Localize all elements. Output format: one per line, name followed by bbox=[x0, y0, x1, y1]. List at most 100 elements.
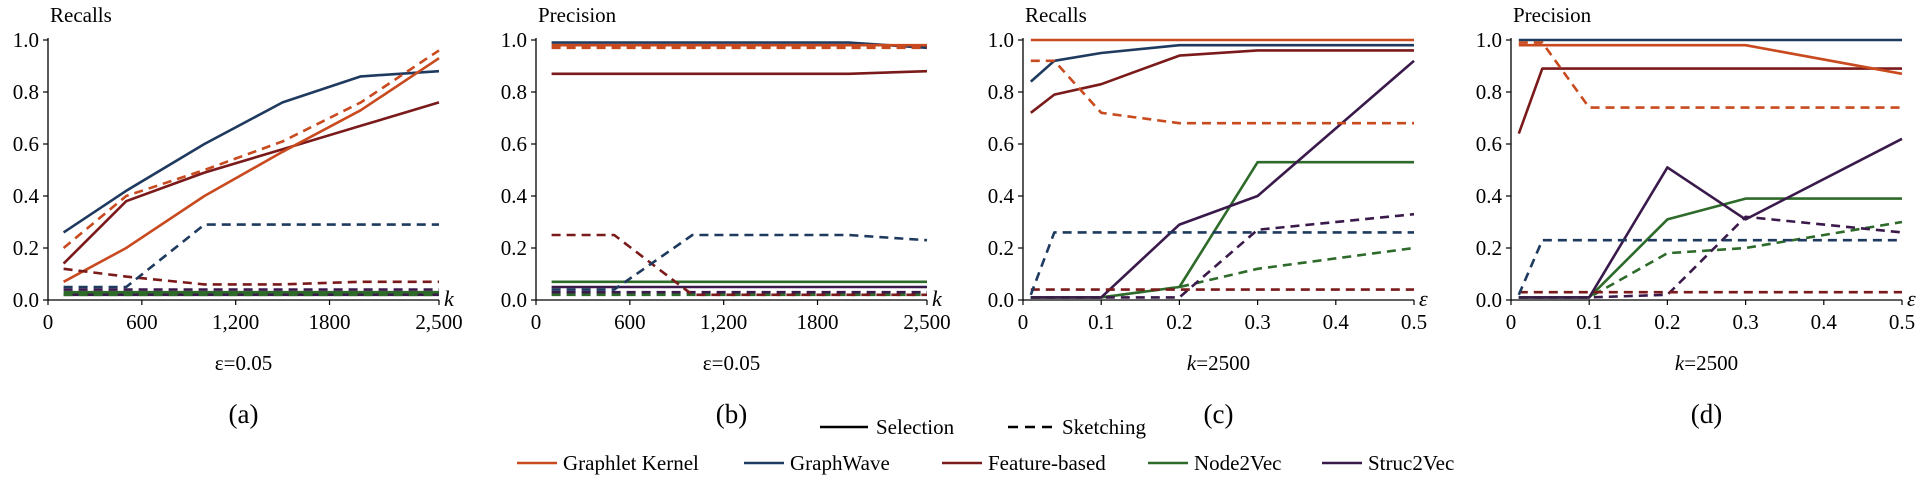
y-tick-label: 1.0 bbox=[501, 28, 527, 52]
x-axis-variable: ε bbox=[1907, 286, 1916, 311]
panel-letter: (a) bbox=[229, 399, 259, 429]
panel-title: Recalls bbox=[50, 3, 112, 27]
chart-panel-3: Precision 0.0 0.2 0.4 0.6 0.8 1.0 0 0.1 0.2 0.3 0.4… bbox=[1476, 3, 1916, 429]
chart-panels: Recalls 0.0 0.2 0.4 0.6 0.8 1.0 0 600 1,200 1800 2,… bbox=[13, 3, 1916, 429]
legend-method-selection: Selection bbox=[820, 415, 955, 439]
series-line-graphwave-selection bbox=[551, 41, 928, 50]
legend-item-feature-based: Feature-based bbox=[942, 451, 1106, 475]
y-tick-label: 0.4 bbox=[1476, 184, 1503, 208]
series-line-graphlet-kernel-selection bbox=[62, 57, 440, 283]
chart-panel-2: Recalls 0.0 0.2 0.4 0.6 0.8 1.0 0 0.1 0.2 0.3 0.4 0.… bbox=[988, 3, 1428, 429]
y-tick-label: 0.4 bbox=[988, 184, 1015, 208]
legend-sketching-label: Sketching bbox=[1062, 415, 1146, 439]
legend-label: Feature-based bbox=[988, 451, 1106, 475]
condition-label: k=2500 bbox=[1187, 351, 1250, 375]
series-line-graphlet-kernel-sketching bbox=[1518, 41, 1902, 109]
panel-title: Recalls bbox=[1025, 3, 1087, 27]
series-line-struc2vec-selection bbox=[1030, 59, 1415, 299]
series-line-struc2vec-sketching bbox=[1030, 212, 1415, 299]
series-line-graphwave-selection bbox=[62, 69, 440, 234]
legend-label: Node2Vec bbox=[1194, 451, 1281, 475]
x-tick-label: 0.1 bbox=[1088, 310, 1114, 334]
x-tick-label: 2,500 bbox=[903, 310, 950, 334]
y-tick-label: 0.8 bbox=[988, 80, 1014, 104]
x-tick-label: 600 bbox=[614, 310, 646, 334]
y-tick-label: 0.4 bbox=[13, 184, 40, 208]
series-line-struc2vec-sketching bbox=[1518, 215, 1903, 299]
y-tick-label: 0.2 bbox=[1476, 236, 1502, 260]
series-line-node2vec-selection bbox=[1518, 197, 1902, 299]
x-tick-label: 2,500 bbox=[415, 310, 462, 334]
series-line-feature-based-selection bbox=[551, 69, 928, 76]
legend-method-sketching: Sketching bbox=[1008, 415, 1146, 439]
series-line-node2vec-sketching bbox=[1030, 246, 1415, 299]
y-tick-label: 0.2 bbox=[13, 236, 39, 260]
panel-letter: (d) bbox=[1691, 399, 1722, 429]
y-tick-label: 0.8 bbox=[501, 80, 527, 104]
condition-label: ε=0.05 bbox=[215, 351, 272, 375]
y-tick-label: 1.0 bbox=[13, 28, 39, 52]
y-tick-label: 1.0 bbox=[988, 28, 1014, 52]
x-tick-label: 0.5 bbox=[1401, 310, 1427, 334]
series-line-graphwave-sketching bbox=[63, 223, 439, 289]
series-line-graphlet-kernel-sketching bbox=[1030, 59, 1414, 125]
legend-label: Graphlet Kernel bbox=[563, 451, 699, 475]
panel-letter: (b) bbox=[716, 399, 747, 429]
x-tick-label: 0.4 bbox=[1323, 310, 1350, 334]
x-tick-label: 0.3 bbox=[1732, 310, 1758, 334]
series-line-node2vec-selection bbox=[1030, 160, 1414, 299]
legend-item-graphlet-kernel: Graphlet Kernel bbox=[517, 451, 699, 475]
x-axis-variable: ε bbox=[1419, 286, 1428, 311]
x-tick-label: 0.1 bbox=[1576, 310, 1602, 334]
y-tick-label: 0.0 bbox=[501, 288, 527, 312]
series-line-feature-based-selection bbox=[62, 101, 440, 265]
x-tick-label: 0.3 bbox=[1244, 310, 1270, 334]
x-tick-label: 1,200 bbox=[700, 310, 747, 334]
legend-label: Struc2Vec bbox=[1368, 451, 1454, 475]
series-line-graphlet-kernel-sketching bbox=[62, 49, 440, 249]
legend-series: Graphlet Kernel GraphWave Feature-based Nod… bbox=[517, 451, 1454, 475]
y-tick-label: 0.0 bbox=[1476, 288, 1502, 312]
panel-title: Precision bbox=[538, 3, 617, 27]
series-line-graphwave-selection bbox=[1029, 43, 1414, 83]
condition-label: ε=0.05 bbox=[703, 351, 760, 375]
x-tick-label: 0.4 bbox=[1811, 310, 1838, 334]
y-tick-label: 0.4 bbox=[501, 184, 528, 208]
legend-item-node2vec: Node2Vec bbox=[1148, 451, 1281, 475]
chart-panel-1: Precision 0.0 0.2 0.4 0.6 0.8 1.0 0 600 1,200 1800… bbox=[501, 3, 951, 429]
y-tick-label: 0.2 bbox=[988, 236, 1014, 260]
series-line-feature-based-sketching bbox=[551, 233, 927, 297]
y-tick-label: 0.6 bbox=[1476, 132, 1502, 156]
x-tick-label: 0.2 bbox=[1654, 310, 1680, 334]
series-line-graphwave-sketching bbox=[1029, 231, 1414, 296]
x-tick-label: 0 bbox=[531, 310, 542, 334]
y-tick-label: 1.0 bbox=[1476, 28, 1502, 52]
y-tick-label: 0.0 bbox=[13, 288, 39, 312]
panel-letter: (c) bbox=[1204, 399, 1234, 429]
x-tick-label: 1800 bbox=[797, 310, 839, 334]
panel-title: Precision bbox=[1513, 3, 1592, 27]
legend-selection-label: Selection bbox=[876, 415, 955, 439]
series-line-graphwave-sketching bbox=[551, 233, 928, 291]
series-line-graphwave-sketching bbox=[1517, 238, 1902, 296]
y-tick-label: 0.8 bbox=[13, 80, 39, 104]
legend-item-graphwave: GraphWave bbox=[744, 451, 890, 475]
x-tick-label: 1,200 bbox=[212, 310, 259, 334]
y-tick-label: 0.2 bbox=[501, 236, 527, 260]
x-axis-variable: k bbox=[932, 286, 943, 311]
series-line-node2vec-sketching bbox=[1518, 220, 1903, 299]
series-line-graphlet-kernel-selection bbox=[1518, 43, 1903, 76]
y-tick-label: 0.8 bbox=[1476, 80, 1502, 104]
y-tick-label: 0.0 bbox=[988, 288, 1014, 312]
x-tick-label: 0.2 bbox=[1166, 310, 1192, 334]
x-axis-variable: k bbox=[444, 286, 455, 311]
series-line-struc2vec-selection bbox=[1518, 137, 1903, 299]
chart-panel-0: Recalls 0.0 0.2 0.4 0.6 0.8 1.0 0 600 1,200 1800 2,… bbox=[13, 3, 463, 429]
condition-label: k=2500 bbox=[1675, 351, 1738, 375]
legend-label: GraphWave bbox=[790, 451, 890, 475]
x-tick-label: 600 bbox=[126, 310, 158, 334]
x-tick-label: 0 bbox=[1506, 310, 1517, 334]
y-tick-label: 0.6 bbox=[13, 132, 39, 156]
y-tick-label: 0.6 bbox=[988, 132, 1014, 156]
